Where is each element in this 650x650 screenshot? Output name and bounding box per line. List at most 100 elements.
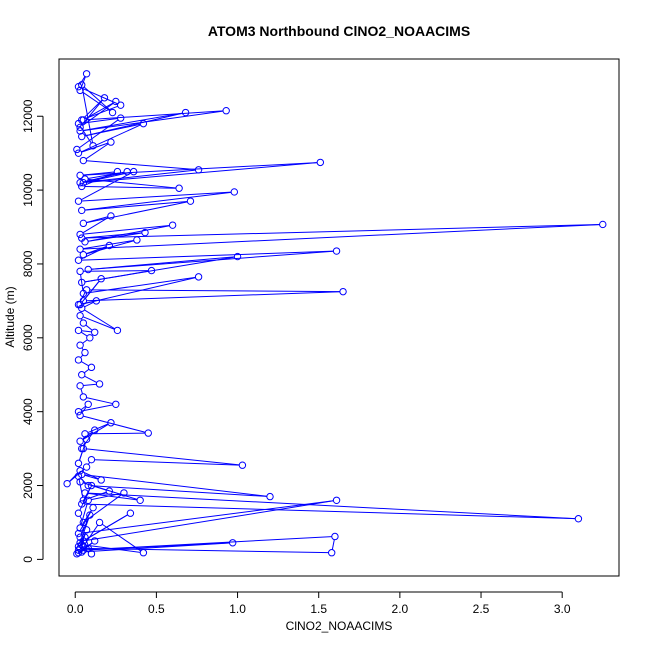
- data-point: [78, 444, 86, 453]
- series-segment: [84, 191, 232, 211]
- data-point: [78, 182, 86, 191]
- data-point: [222, 107, 230, 115]
- series-segment: [84, 544, 141, 553]
- data-point: [194, 273, 203, 281]
- data-point: [84, 265, 92, 274]
- series-segment: [88, 178, 176, 189]
- series-layer: [63, 70, 607, 558]
- data-point: [73, 550, 81, 558]
- series-segment: [101, 523, 142, 552]
- data-point: [76, 267, 84, 276]
- data-point: [574, 515, 583, 523]
- series-segment: [83, 224, 600, 250]
- data-point: [97, 275, 105, 283]
- y-tick-label: 6000: [21, 324, 35, 351]
- series-segment: [83, 277, 196, 305]
- series-segment: [81, 536, 332, 551]
- x-axis-label: ClNO2_NOAACIMS: [286, 619, 393, 633]
- series-segment: [80, 503, 88, 526]
- data-point: [81, 489, 89, 497]
- series-segment: [79, 76, 86, 85]
- data-point: [81, 348, 89, 357]
- series-segment: [81, 404, 113, 412]
- data-point: [74, 119, 83, 128]
- data-point: [89, 142, 97, 150]
- data-point: [327, 549, 336, 557]
- data-point: [78, 278, 86, 287]
- data-point: [76, 300, 84, 309]
- series-segment: [79, 515, 83, 520]
- series-segment: [83, 270, 149, 272]
- data-point: [147, 266, 156, 275]
- data-point: [228, 539, 237, 547]
- series-segment: [80, 517, 90, 540]
- data-point: [76, 245, 84, 253]
- data-point: [84, 496, 92, 504]
- data-point: [74, 326, 83, 335]
- series-segment: [81, 99, 103, 126]
- data-point: [74, 407, 83, 416]
- data-point: [116, 101, 125, 109]
- data-point: [79, 179, 88, 187]
- series-segment: [80, 274, 84, 291]
- data-point: [126, 509, 135, 517]
- series-segment: [86, 491, 107, 500]
- data-point: [123, 167, 131, 176]
- data-point: [74, 256, 83, 264]
- x-axis: 0.0 0.5 1.0 1.5 2.0 2.5 3.0: [67, 591, 571, 616]
- y-tick-label: 10000: [21, 173, 35, 207]
- data-point: [76, 123, 84, 132]
- data-point: [339, 287, 347, 296]
- data-point: [76, 341, 84, 349]
- y-axis-label: Altitude (m): [3, 286, 17, 347]
- data-point: [95, 380, 104, 388]
- data-point: [86, 511, 94, 519]
- series-segment: [80, 331, 88, 337]
- data-point: [74, 149, 83, 157]
- series-segment: [81, 361, 89, 367]
- data-point: [76, 411, 84, 420]
- data-point: [82, 526, 91, 534]
- data-point: [129, 167, 138, 176]
- y-tick-label: 12000: [21, 99, 35, 133]
- series-segment: [84, 200, 188, 211]
- data-point: [81, 238, 89, 246]
- series-segment: [88, 225, 170, 242]
- series-segment: [84, 375, 97, 383]
- data-point: [79, 537, 88, 545]
- series-segment: [88, 432, 146, 435]
- data-point: [141, 228, 149, 237]
- data-point: [63, 479, 71, 488]
- data-point: [76, 524, 84, 532]
- data-point: [76, 127, 84, 135]
- series-segment: [84, 105, 118, 120]
- data-point: [316, 158, 325, 167]
- series-segment: [86, 162, 318, 183]
- data-point: [599, 220, 607, 229]
- series-segment: [86, 160, 196, 171]
- data-point: [168, 221, 177, 229]
- x-tick-label: 3.0: [554, 602, 571, 616]
- data-point: [107, 212, 115, 220]
- y-tick-label: 4000: [21, 398, 35, 425]
- series-segment: [83, 224, 170, 235]
- series-segment: [86, 291, 340, 302]
- data-point: [112, 97, 120, 106]
- data-point: [100, 94, 109, 102]
- data-point: [84, 400, 92, 408]
- series-segment: [81, 510, 92, 526]
- x-tick-label: 1.0: [229, 602, 246, 616]
- data-point: [76, 382, 84, 390]
- data-point: [97, 476, 105, 484]
- data-point: [133, 236, 141, 244]
- data-point: [84, 481, 92, 490]
- series-segment: [91, 250, 334, 270]
- series-segment: [84, 256, 235, 283]
- data-point: [139, 549, 148, 557]
- data-point: [113, 326, 122, 335]
- series-segment: [86, 500, 334, 541]
- data-point: [266, 492, 274, 501]
- data-point: [186, 197, 195, 205]
- data-point: [81, 175, 89, 183]
